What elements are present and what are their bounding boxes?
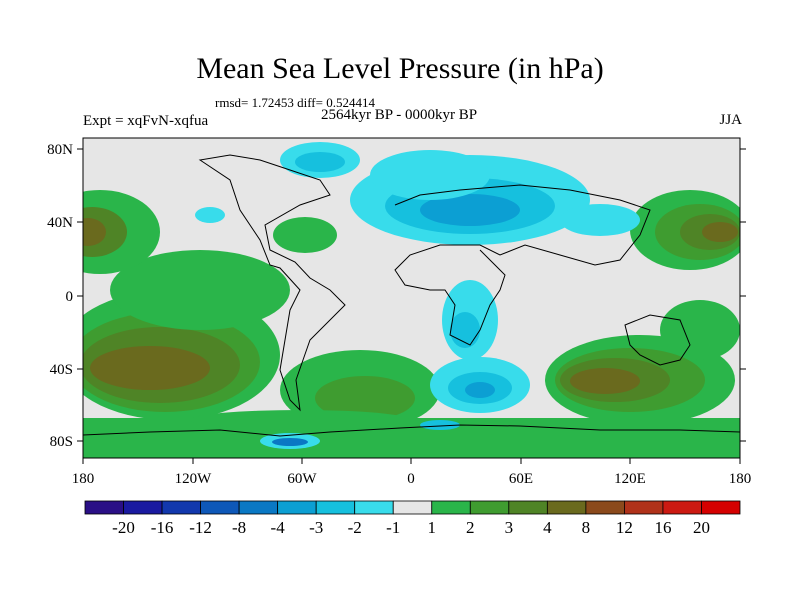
colorbar-label: 1 (427, 518, 437, 537)
map-title: Mean Sea Level Pressure (in hPa) (196, 52, 604, 85)
colorbar-label: 4 (543, 518, 552, 537)
americas-coast (198, 154, 346, 412)
north-pacific-anomaly-3 (83, 218, 106, 246)
colorbar-swatch (123, 500, 163, 515)
east-pacific-anomaly (110, 250, 290, 330)
colorbar-swatch (84, 500, 124, 515)
colorbar-label: -2 (347, 518, 362, 537)
colorbar-label: 12 (615, 518, 633, 537)
colorbar-swatch (431, 500, 471, 515)
indian-ocean-anomaly-4 (570, 368, 640, 394)
southern-ocean-band (83, 418, 740, 458)
colorbar (84, 500, 741, 515)
south-indian-anomaly-3 (465, 382, 495, 398)
north-atlantic-anomaly (273, 217, 337, 253)
colorbar-label: -16 (150, 518, 174, 537)
colorbar-swatch (277, 500, 317, 515)
lon-tick-label: 120W (175, 471, 213, 487)
nw-pacific-anomaly-4 (702, 222, 738, 242)
colorbar-label: -3 (309, 518, 324, 537)
north-europe-anomaly (370, 150, 490, 200)
colorbar-swatch (546, 500, 587, 515)
southern-ocean-band-2 (190, 410, 410, 430)
latitude-axis: 80N 40N 0 40S 80S (47, 142, 746, 450)
colorbar-swatch (392, 500, 433, 515)
lon-tick-label: 120E (614, 471, 646, 487)
colorbar-label: -8 (232, 518, 247, 537)
arctic-anomaly-2 (295, 152, 345, 172)
antarctic-anomaly-2 (272, 438, 308, 446)
south-atlantic-anomaly-2 (315, 376, 415, 420)
colorbar-label: -20 (112, 518, 135, 537)
colorbar-label: -1 (386, 518, 401, 537)
antarctica-coast (83, 424, 740, 437)
colorbar-label: -4 (270, 518, 285, 537)
lon-tick-label: 0 (407, 471, 415, 487)
eurasia-africa-coast (394, 184, 651, 346)
colorbar-swatch (701, 500, 741, 515)
period-label: 2564kyr BP - 0000kyr BP (321, 107, 478, 123)
antarctic-anomaly-3 (420, 420, 460, 430)
coastlines (83, 154, 740, 437)
stats-text: rmsd= 1.72453 diff= 0.524414 (215, 95, 375, 110)
colorbar-label: 16 (654, 518, 672, 537)
colorbar-label: -12 (189, 518, 212, 537)
colorbar-swatch (238, 500, 279, 515)
central-asia-anomaly (560, 204, 640, 236)
colorbar-swatch (585, 500, 625, 515)
colorbar-swatch (624, 500, 664, 515)
lon-tick-label: 60W (287, 471, 317, 487)
colorbar-swatch (508, 500, 548, 515)
eurasia-anomaly-3 (420, 194, 520, 226)
lat-tick-label: 80N (47, 142, 73, 158)
lon-tick-label: 180 (729, 471, 752, 487)
colorbar-swatch (662, 500, 702, 515)
lon-tick-label: 60E (509, 471, 533, 487)
west-pacific-anomaly (660, 300, 740, 360)
colorbar-label: 3 (504, 518, 514, 537)
south-pacific-anomaly-4 (90, 346, 210, 390)
lat-tick-label: 80S (50, 434, 73, 450)
australia-coast (624, 314, 691, 366)
colorbar-label: 2 (466, 518, 475, 537)
colorbar-label: 20 (692, 518, 710, 537)
colorbar-swatch (200, 500, 240, 515)
lat-tick-label: 40S (50, 362, 73, 378)
colorbar-swatch (469, 500, 510, 515)
lon-tick-label: 180 (72, 471, 95, 487)
pressure-field (83, 138, 740, 458)
colorbar-swatch (354, 500, 394, 515)
north-pacific-negative (195, 207, 225, 223)
colorbar-swatch (161, 500, 201, 515)
lat-tick-label: 0 (66, 289, 74, 305)
longitude-axis: 180 120W 60W 0 60E 120E 180 (72, 458, 752, 487)
experiment-label: Expt = xqFvN-xqfua (83, 113, 209, 129)
colorbar-label: 8 (581, 518, 591, 537)
lat-tick-label: 40N (47, 215, 73, 231)
colorbar-swatch (315, 500, 356, 515)
season-label: JJA (719, 112, 742, 128)
